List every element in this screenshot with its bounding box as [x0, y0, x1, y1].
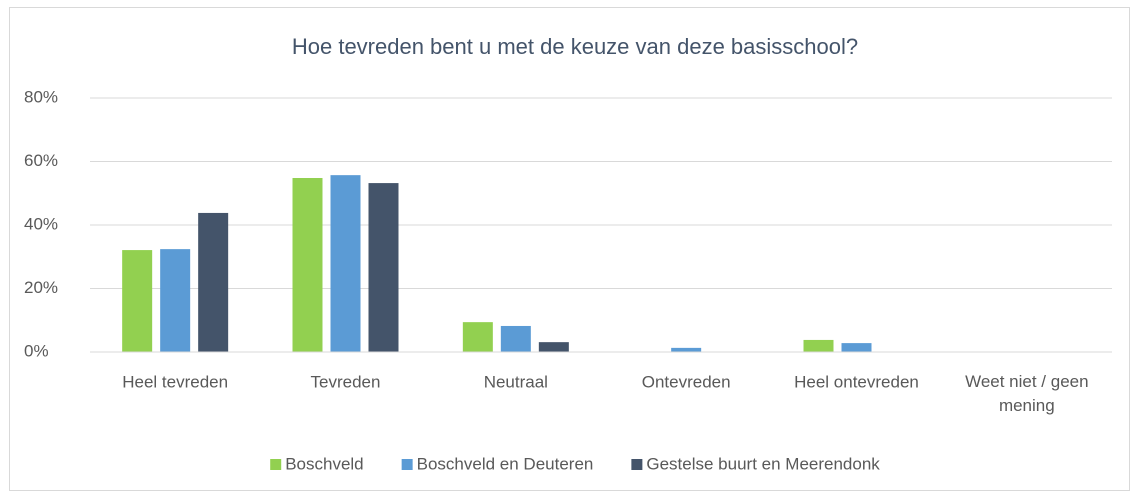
bar	[500, 325, 531, 352]
x-tick-label: Tevreden	[311, 372, 381, 391]
bar	[671, 347, 702, 352]
x-tick-label: Neutraal	[484, 372, 548, 391]
legend-swatch	[401, 459, 413, 470]
x-tick-label: Ontevreden	[642, 372, 731, 391]
bar	[198, 212, 229, 352]
y-tick-label: 20%	[24, 278, 58, 297]
legend-label: Gestelse buurt en Meerendonk	[646, 454, 880, 473]
y-tick-label: 60%	[24, 151, 58, 170]
chart-border	[9, 7, 1130, 491]
legend-label: Boschveld	[285, 454, 363, 473]
legend-swatch	[270, 459, 282, 470]
bar	[538, 342, 569, 352]
legend-swatch	[631, 459, 643, 470]
x-tick-label: Heel tevreden	[122, 372, 228, 391]
bar	[841, 343, 872, 352]
y-tick-label: 40%	[24, 214, 58, 233]
bar	[330, 175, 361, 352]
y-tick-label: 0%	[24, 341, 49, 360]
bar	[803, 339, 834, 352]
x-tick-label: Heel ontevreden	[794, 372, 919, 391]
bar	[368, 183, 399, 352]
bar	[122, 250, 153, 352]
bar	[462, 322, 493, 352]
legend-label: Boschveld en Deuteren	[417, 454, 594, 473]
x-tick-label: Weet niet / geen mening	[965, 372, 1089, 415]
bar	[160, 249, 191, 352]
bar	[292, 178, 323, 352]
y-tick-label: 80%	[24, 87, 58, 106]
chart-title: Hoe tevreden bent u met de keuze van dez…	[292, 34, 858, 59]
